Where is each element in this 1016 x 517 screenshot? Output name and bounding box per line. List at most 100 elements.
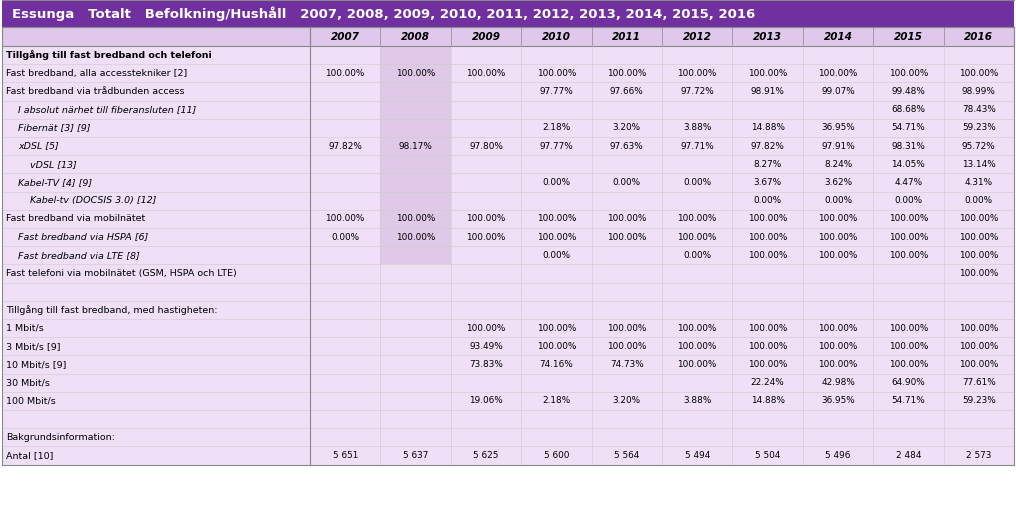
Text: 100.00%: 100.00% <box>536 233 576 241</box>
Text: 74.73%: 74.73% <box>610 360 644 369</box>
Bar <box>944 319 1014 337</box>
Bar <box>733 301 803 319</box>
Text: 5 625: 5 625 <box>473 451 499 460</box>
Bar <box>310 173 380 192</box>
Bar <box>310 319 380 337</box>
Bar <box>662 101 733 119</box>
Bar <box>2 155 310 173</box>
Text: 100.00%: 100.00% <box>608 342 646 351</box>
Bar <box>2 173 310 192</box>
Bar <box>310 374 380 392</box>
Text: 2011: 2011 <box>613 32 641 41</box>
Text: 100.00%: 100.00% <box>608 233 646 241</box>
Bar <box>2 301 310 319</box>
Bar <box>380 428 451 446</box>
Text: 100.00%: 100.00% <box>889 215 928 223</box>
Bar <box>2 374 310 392</box>
Bar <box>803 192 873 210</box>
Bar <box>803 374 873 392</box>
Text: 4.47%: 4.47% <box>894 178 923 187</box>
Text: 5 504: 5 504 <box>755 451 780 460</box>
Bar <box>803 155 873 173</box>
Bar <box>662 82 733 101</box>
Text: 8.27%: 8.27% <box>754 160 781 169</box>
Text: vDSL [13]: vDSL [13] <box>30 160 77 169</box>
Bar <box>803 82 873 101</box>
Bar <box>873 410 944 428</box>
Bar <box>944 82 1014 101</box>
Bar <box>451 428 521 446</box>
Text: 97.63%: 97.63% <box>610 142 644 150</box>
Bar <box>2 337 310 355</box>
Bar <box>873 392 944 410</box>
Bar <box>521 119 591 137</box>
Bar <box>944 264 1014 283</box>
Bar <box>873 155 944 173</box>
Text: 100.00%: 100.00% <box>678 360 717 369</box>
Bar <box>733 283 803 301</box>
Text: Fast bredband, alla accesstekniker [2]: Fast bredband, alla accesstekniker [2] <box>6 69 187 78</box>
Text: 100.00%: 100.00% <box>889 233 928 241</box>
Bar <box>2 119 310 137</box>
Text: 0.00%: 0.00% <box>894 196 923 205</box>
Text: 54.71%: 54.71% <box>891 124 926 132</box>
Text: 100.00%: 100.00% <box>325 69 365 78</box>
Text: 64.90%: 64.90% <box>891 378 926 387</box>
Text: 74.16%: 74.16% <box>539 360 573 369</box>
Text: 78.43%: 78.43% <box>962 105 996 114</box>
Text: 98.91%: 98.91% <box>751 87 784 96</box>
Bar <box>733 101 803 119</box>
Bar <box>662 410 733 428</box>
Bar <box>803 355 873 374</box>
Bar <box>451 46 521 64</box>
Bar <box>662 46 733 64</box>
Text: 59.23%: 59.23% <box>962 124 996 132</box>
Bar <box>591 337 662 355</box>
Bar <box>733 228 803 246</box>
Text: 3.88%: 3.88% <box>683 124 711 132</box>
Bar <box>310 337 380 355</box>
Text: 100.00%: 100.00% <box>748 215 787 223</box>
Bar <box>591 210 662 228</box>
Text: 100.00%: 100.00% <box>959 269 999 278</box>
Text: 97.72%: 97.72% <box>681 87 714 96</box>
Text: 100.00%: 100.00% <box>818 251 858 260</box>
Bar <box>310 301 380 319</box>
Bar <box>944 137 1014 155</box>
Bar <box>662 27 733 46</box>
Bar <box>662 374 733 392</box>
Bar <box>873 210 944 228</box>
Bar <box>521 64 591 82</box>
Text: 13.14%: 13.14% <box>962 160 996 169</box>
Bar <box>803 410 873 428</box>
Text: 98.99%: 98.99% <box>962 87 996 96</box>
Bar <box>521 210 591 228</box>
Bar <box>591 228 662 246</box>
Bar <box>380 228 451 246</box>
Bar <box>591 155 662 173</box>
Bar <box>380 337 451 355</box>
Text: 42.98%: 42.98% <box>821 378 854 387</box>
Bar <box>944 64 1014 82</box>
Text: 2010: 2010 <box>542 32 571 41</box>
Bar <box>733 82 803 101</box>
Bar <box>803 337 873 355</box>
Bar <box>521 319 591 337</box>
Text: 3.88%: 3.88% <box>683 397 711 405</box>
Bar <box>662 119 733 137</box>
Text: 73.83%: 73.83% <box>469 360 503 369</box>
Bar <box>2 64 310 82</box>
Bar <box>873 446 944 465</box>
Text: 3.67%: 3.67% <box>754 178 781 187</box>
Text: 2 484: 2 484 <box>896 451 922 460</box>
Text: 100.00%: 100.00% <box>959 215 999 223</box>
Text: 22.24%: 22.24% <box>751 378 784 387</box>
Bar <box>521 173 591 192</box>
Bar <box>944 446 1014 465</box>
Bar <box>380 119 451 137</box>
Bar <box>733 210 803 228</box>
Bar <box>873 119 944 137</box>
Bar <box>451 337 521 355</box>
Text: Fast bredband via HSPA [6]: Fast bredband via HSPA [6] <box>18 233 148 241</box>
Bar <box>591 137 662 155</box>
